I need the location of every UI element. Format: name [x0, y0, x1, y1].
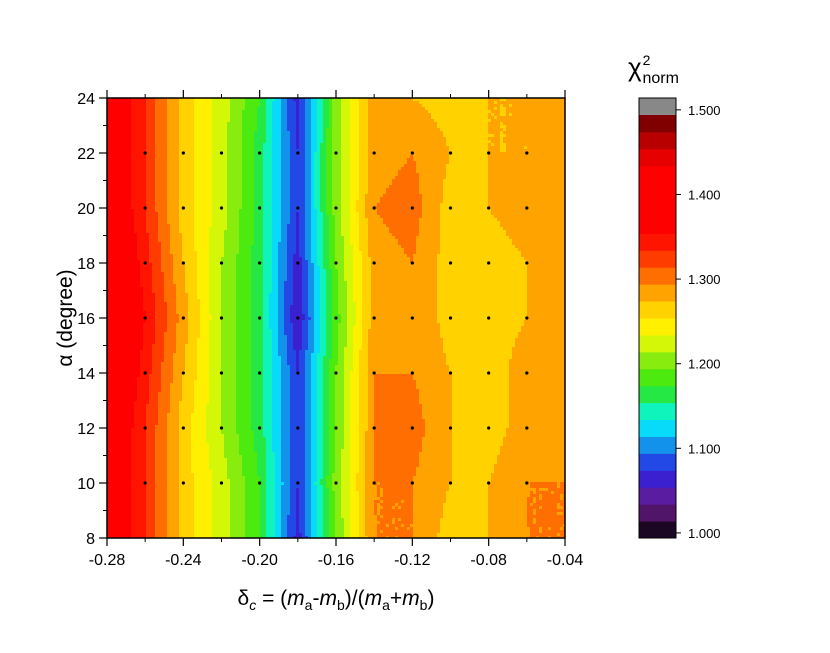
contour-chart: -0.28 -0.24 -0.20 -0.16 -0.12 -0.08 -0.04 8101…	[0, 0, 830, 653]
